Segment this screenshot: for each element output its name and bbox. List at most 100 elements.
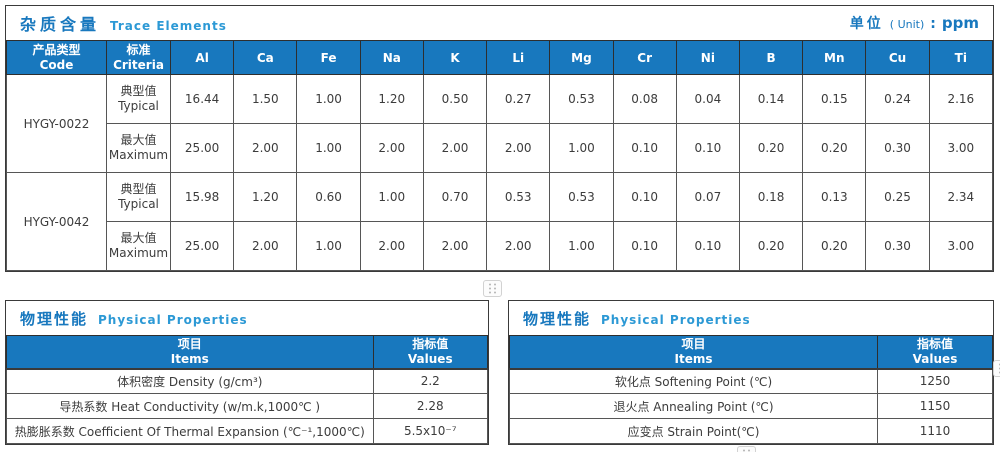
element-value-cell: 0.20 (802, 123, 867, 173)
element-value-cell: 1.20 (233, 172, 298, 222)
physical-left-header-row: 项目 Items 指标值 Values (6, 335, 489, 370)
element-value-cell: 2.00 (233, 221, 298, 271)
column-header-criteria-en: Criteria (113, 57, 164, 72)
section-title-zh: 物理性能 (523, 309, 592, 328)
section-title-en: Physical Properties (601, 312, 751, 327)
element-value-cell: 0.04 (675, 74, 740, 124)
unit-colon: : (930, 16, 936, 32)
element-value-cell: 2.00 (359, 123, 424, 173)
property-value-cell: 2.28 (372, 393, 489, 419)
property-item-cell: 热膨胀系数 Coefficient Of Thermal Expansion (… (6, 418, 374, 444)
physical-right-header-row: 项目 Items 指标值 Values (508, 335, 993, 370)
element-value-cell: 1.00 (296, 123, 361, 173)
element-value-cell: 0.60 (296, 172, 361, 222)
element-value-cell: 0.18 (738, 172, 804, 222)
section-title-zh: 物理性能 (20, 309, 89, 328)
column-header-items-zh: 项目 (177, 336, 202, 351)
element-value-cell: 1.00 (296, 74, 361, 124)
trace-row: HYGY-0042 典型值 Typical 15.98 1.20 0.60 1.00 0.70… (6, 172, 994, 271)
element-value-cell: 2.00 (359, 221, 424, 271)
product-code-cell: HYGY-0022 (6, 74, 107, 173)
property-item-cell: 体积密度 Density (g/cm³) (6, 368, 374, 394)
property-item-cell: 退火点 Annealing Point (℃) (508, 393, 879, 419)
drag-handle-icon[interactable] (483, 280, 502, 297)
physical-left-title-bar: 物理性能 Physical Properties (6, 301, 488, 335)
physical-properties-left-section: 物理性能 Physical Properties 项目 Items 指标值 Va… (5, 300, 489, 445)
element-value-cell: 2.00 (486, 221, 551, 271)
unit-label: 单位 ( Unit) : ppm (850, 13, 979, 33)
element-value-cell: 0.20 (802, 221, 867, 271)
element-value-cell: 0.07 (675, 172, 740, 222)
element-column-header: Mn (802, 40, 867, 75)
drag-handle-icon[interactable] (737, 446, 756, 452)
element-value-cell: 15.98 (169, 172, 235, 222)
criteria-cell: 典型值 Typical (106, 74, 171, 124)
property-value-cell: 1110 (877, 418, 993, 444)
property-item-cell: 导热系数 Heat Conductivity (w/m.k,1000℃ ) (6, 393, 374, 419)
element-value-cell: 0.10 (612, 172, 677, 222)
element-value-cell: 0.24 (865, 74, 930, 124)
column-header-values-zh: 指标值 (917, 336, 954, 351)
element-value-cell: 2.00 (233, 123, 298, 173)
unit-value: ppm (941, 14, 979, 32)
trace-row: HYGY-0022 典型值 Typical 16.44 1.50 1.00 1.20 0.50… (6, 74, 994, 173)
drag-handle-icon[interactable] (993, 360, 1000, 377)
element-value-cell: 0.14 (738, 74, 804, 124)
element-value-cell: 25.00 (169, 123, 235, 173)
property-value-cell: 1150 (877, 393, 993, 419)
element-value-cell: 0.70 (422, 172, 488, 222)
criteria-cell: 典型值 Typical (106, 172, 171, 222)
element-value-cell: 0.50 (422, 74, 488, 124)
trace-elements-section: 杂质含量 Trace Elements 单位 ( Unit) : ppm 产品类… (5, 5, 994, 272)
property-value-cell: 1250 (877, 368, 993, 394)
element-value-cell: 0.30 (865, 221, 930, 271)
unit-en: ( Unit) (889, 18, 925, 31)
property-row: 软化点 Softening Point (℃) 1250 (508, 368, 993, 394)
property-value-cell: 2.2 (372, 368, 489, 394)
grip-dots-icon (489, 283, 496, 294)
column-header-items-zh: 项目 (681, 336, 706, 351)
element-value-cell: 0.10 (675, 221, 740, 271)
trace-row: 最大值 Maximum 25.00 2.00 1.00 2.00 2.00 2.00 1.00 0… (7, 221, 994, 271)
element-column-header: Fe (296, 40, 361, 75)
trace-elements-title-bar: 杂质含量 Trace Elements 单位 ( Unit) : ppm (6, 6, 993, 40)
column-header-code-zh: 产品类型 (32, 42, 81, 57)
element-value-cell: 0.08 (612, 74, 677, 124)
element-value-cell: 0.13 (802, 172, 867, 222)
column-header-values: 指标值 Values (877, 335, 993, 370)
element-column-header: B (738, 40, 804, 75)
property-item-cell: 应变点 Strain Point(℃) (508, 418, 879, 444)
element-value-cell: 1.00 (549, 123, 614, 173)
element-column-header: Ti (928, 40, 994, 75)
element-column-header: Cr (612, 40, 677, 75)
element-value-cell: 1.20 (359, 74, 424, 124)
element-value-cell: 0.10 (612, 123, 677, 173)
element-column-header: Ni (675, 40, 740, 75)
column-header-items-en: Items (674, 351, 713, 366)
element-value-cell: 1.00 (549, 221, 614, 271)
property-value-cell: 5.5x10⁻⁷ (372, 418, 489, 444)
element-value-cell: 0.20 (738, 123, 804, 173)
trace-elements-table: 产品类型 Code 标准 Criteria Al Ca Fe Na K Li Mg Cr Ni B… (6, 40, 994, 271)
element-column-header: Cu (865, 40, 930, 75)
element-column-header: Mg (549, 40, 614, 75)
property-row: 体积密度 Density (g/cm³) 2.2 (6, 368, 489, 394)
trace-table-body: HYGY-0022 典型值 Typical 16.44 1.50 1.00 1.20 0.50… (6, 74, 994, 271)
property-row: 热膨胀系数 Coefficient Of Thermal Expansion (… (6, 418, 489, 444)
element-value-cell: 3.00 (928, 221, 994, 271)
element-value-cell: 0.10 (675, 123, 740, 173)
property-row: 应变点 Strain Point(℃) 1110 (508, 418, 993, 444)
section-title-en: Physical Properties (98, 312, 248, 327)
physical-right-table-body: 软化点 Softening Point (℃) 1250 退火点 Annealing… (508, 368, 993, 444)
column-header-items-en: Items (170, 351, 209, 366)
element-value-cell: 0.10 (612, 221, 677, 271)
criteria-cell: 最大值 Maximum (106, 123, 171, 173)
physical-right-title-bar: 物理性能 Physical Properties (509, 301, 993, 335)
column-header-criteria: 标准 Criteria (106, 40, 171, 75)
element-value-cell: 0.15 (802, 74, 867, 124)
element-value-cell: 2.34 (928, 172, 994, 222)
element-value-cell: 25.00 (169, 221, 235, 271)
trace-header-row: 产品类型 Code 标准 Criteria Al Ca Fe Na K Li Mg Cr Ni B… (6, 40, 994, 75)
column-header-items: 项目 Items (508, 335, 879, 370)
column-header-values-en: Values (912, 351, 958, 366)
